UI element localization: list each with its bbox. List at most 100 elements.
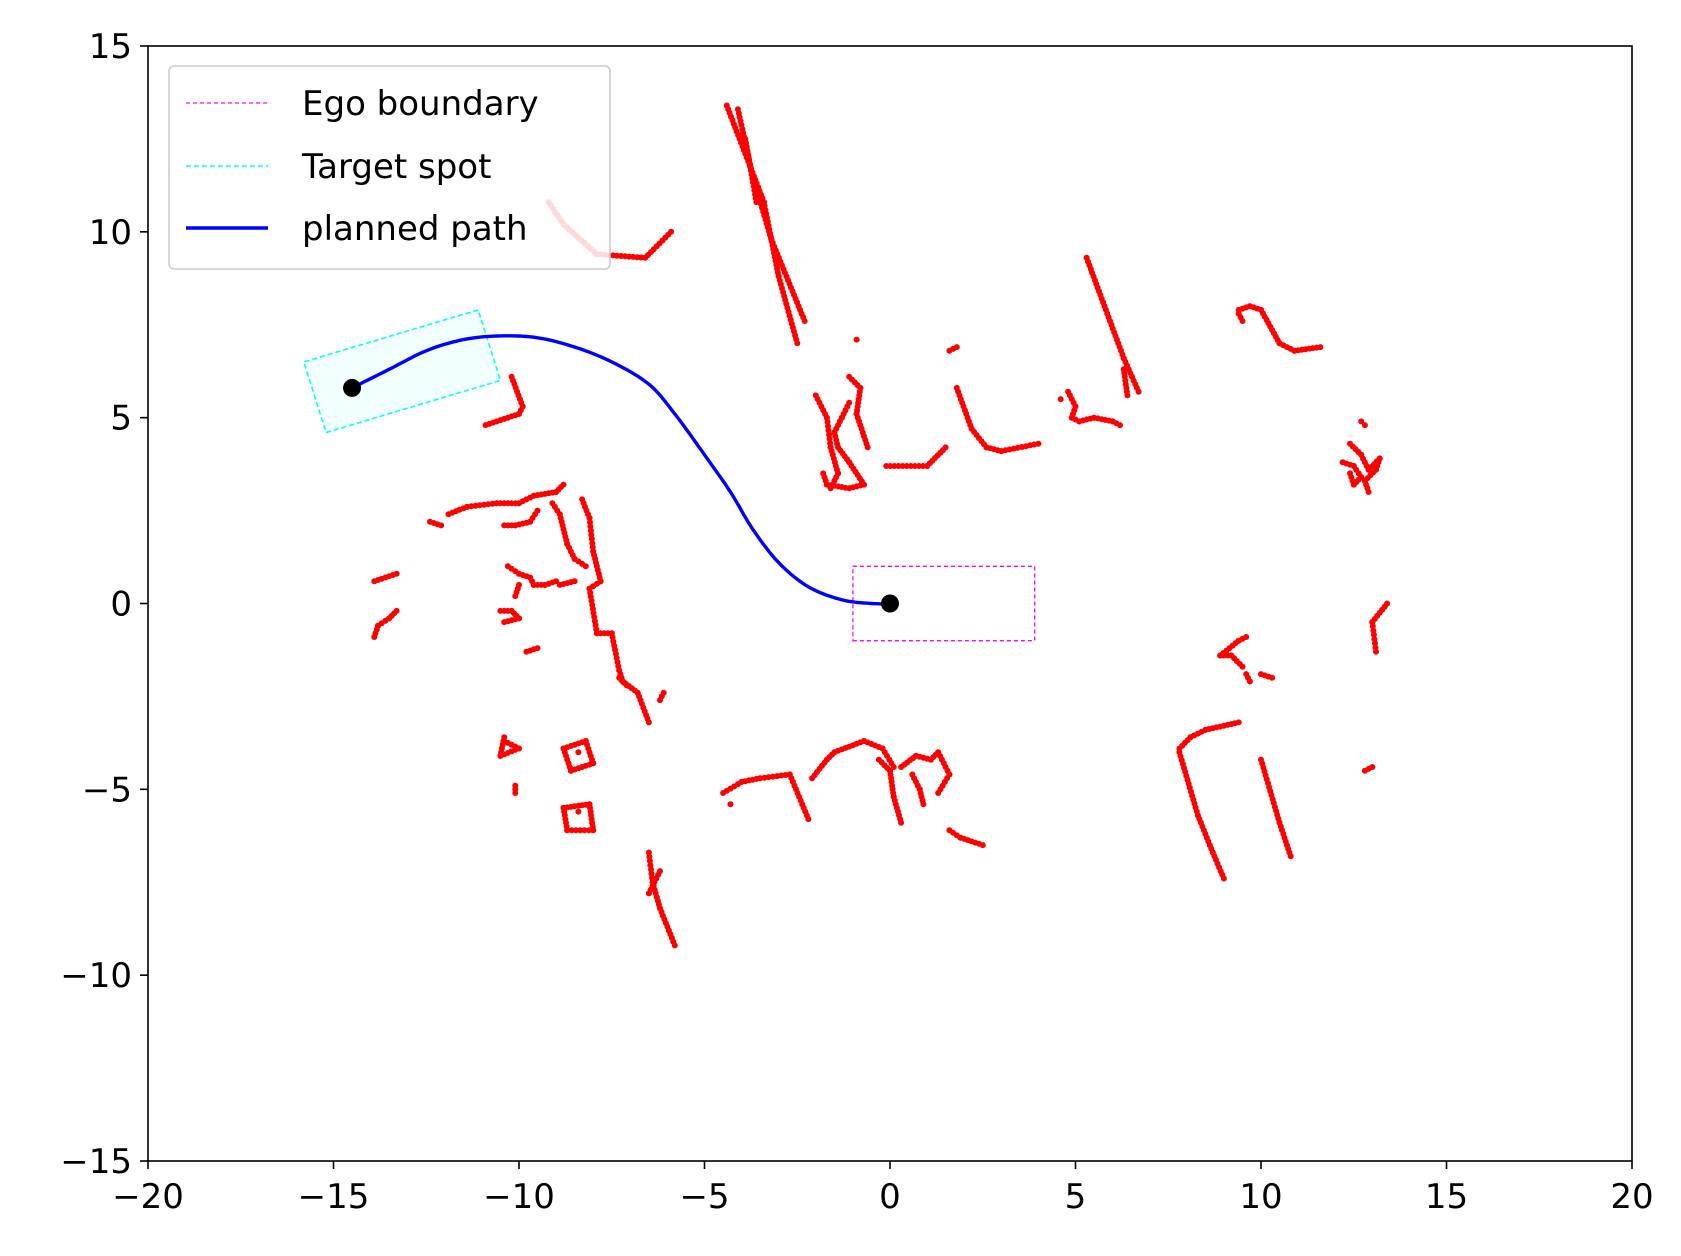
target-spot-box	[302, 308, 502, 434]
obstacle-point	[942, 444, 949, 451]
obstacle-point	[1269, 674, 1276, 681]
obstacle-point	[1117, 422, 1123, 429]
obstacle-point	[1246, 678, 1253, 685]
obstacle-point	[645, 719, 652, 726]
obstacle-point	[890, 764, 897, 770]
obstacle-point	[1365, 489, 1372, 495]
y-tick-label: −10	[60, 956, 132, 996]
obstacle-point	[512, 782, 519, 789]
obstacle-point	[560, 481, 567, 488]
obstacle-point	[534, 507, 541, 514]
obstacle-point	[1287, 853, 1294, 860]
obstacle-point	[482, 422, 489, 429]
obstacle-point	[534, 645, 541, 652]
obstacle-point	[895, 463, 902, 469]
obstacle-point	[903, 463, 910, 469]
obstacle-point	[512, 593, 519, 600]
obstacle-point	[645, 890, 652, 897]
obstacle-point	[575, 749, 582, 756]
obstacle-point	[393, 570, 400, 577]
x-tick-label: 5	[1065, 1177, 1087, 1217]
y-tick-label: −15	[60, 1142, 132, 1182]
obstacle-point	[1035, 440, 1042, 447]
obstacle-point	[1124, 392, 1131, 399]
obstacle-point	[590, 827, 597, 834]
obstacle-point	[501, 619, 508, 626]
path-endpoints	[343, 378, 899, 613]
planned-path-line	[351, 334, 890, 606]
obstacle-point	[915, 463, 922, 469]
obstacle-point	[438, 522, 445, 529]
obstacle-point	[575, 808, 582, 815]
x-tick-label: −5	[679, 1177, 729, 1217]
path-end-point	[881, 594, 899, 613]
obstacle-point	[568, 827, 575, 834]
obstacle-point	[577, 827, 584, 834]
obstacle-point	[864, 444, 871, 451]
obstacle-point	[585, 827, 592, 834]
obstacle-point	[953, 344, 960, 351]
obstacle-point	[920, 463, 926, 469]
x-tick-label: −10	[483, 1177, 555, 1217]
x-tick-label: 10	[1239, 1177, 1282, 1217]
obstacle-point	[794, 340, 801, 347]
obstacle-point	[898, 819, 905, 826]
obstacle-point	[907, 463, 914, 469]
legend-label-planned-path: planned path	[302, 209, 528, 249]
obstacle-point	[371, 634, 378, 640]
obstacle-point	[560, 745, 567, 752]
obstacle-point	[935, 790, 942, 796]
obstacle-point	[1243, 634, 1250, 640]
obstacle-point	[887, 463, 894, 469]
y-tick-label: 15	[89, 27, 132, 67]
obstacle-point	[727, 801, 734, 808]
obstacle-point	[1373, 648, 1379, 655]
obstacle-point	[1369, 764, 1376, 770]
obstacle-point	[623, 682, 630, 689]
obstacle-point	[668, 228, 675, 235]
obstacle-point	[853, 336, 860, 343]
obstacle-point	[883, 463, 890, 469]
obstacle-point	[553, 578, 560, 585]
x-tick-label: 20	[1610, 1177, 1653, 1217]
obstacle-point	[1358, 418, 1365, 425]
y-tick-label: 10	[89, 213, 132, 253]
x-axis: −20 −15 −10 −5 0 5 10 15 20	[112, 1161, 1654, 1217]
obstacle-point	[1239, 318, 1246, 324]
obstacle-point	[1317, 344, 1324, 351]
x-tick-label: −20	[112, 1177, 184, 1217]
y-tick-label: 5	[110, 399, 132, 439]
obstacle-point	[560, 804, 567, 811]
obstacle-point	[1347, 470, 1353, 477]
obstacle-point	[861, 481, 867, 488]
obstacle-point	[660, 689, 667, 696]
obstacle-point	[501, 734, 508, 741]
obstacle-point	[801, 318, 808, 324]
path-start-point	[343, 378, 362, 397]
legend-label-ego-boundary: Ego boundary	[302, 84, 539, 124]
obstacle-point	[1235, 719, 1242, 726]
legend: Ego boundary Target spot planned path	[168, 65, 611, 270]
x-tick-label: 0	[879, 1177, 901, 1217]
obstacle-point	[899, 463, 906, 469]
obstacle-point	[572, 827, 579, 834]
obstacle-point	[1220, 875, 1227, 882]
obstacle-point	[979, 842, 986, 849]
obstacle-point	[581, 827, 588, 834]
obstacle-point	[920, 801, 927, 808]
obstacle-point	[671, 942, 678, 949]
obstacle-point	[1135, 388, 1142, 395]
y-tick-label: 0	[110, 585, 132, 625]
obstacle-point	[805, 816, 812, 823]
obstacle-point	[1057, 396, 1064, 403]
ego-boundary-box	[852, 565, 1036, 642]
obstacle-point	[582, 563, 589, 570]
y-axis: −15 −10 −5 0 5 10 15	[60, 27, 148, 1182]
legend-box	[168, 65, 611, 270]
y-tick-label: −5	[82, 770, 132, 810]
obstacle-point	[753, 199, 760, 206]
obstacle-points	[371, 102, 1391, 949]
x-tick-label: 15	[1425, 1177, 1468, 1217]
obstacle-point	[571, 578, 578, 585]
